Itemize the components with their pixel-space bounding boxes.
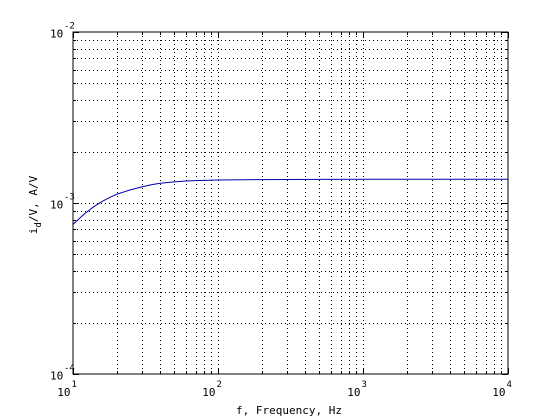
- x-axis-label: f, Frequency, Hz: [236, 404, 342, 417]
- svg-text:10: 10: [202, 386, 215, 399]
- svg-text:3: 3: [362, 380, 367, 390]
- svg-text:-2: -2: [64, 22, 75, 32]
- x-tick-label: 102: [202, 380, 222, 399]
- svg-text:4: 4: [507, 380, 512, 390]
- series-layer: [72, 178, 508, 225]
- svg-text:10: 10: [492, 386, 505, 399]
- y-tick-label: 10-3: [50, 193, 75, 212]
- y-tick-label: 10-2: [50, 22, 75, 41]
- svg-text:10: 10: [50, 28, 63, 41]
- svg-text:-3: -3: [64, 193, 75, 203]
- svg-text:10: 10: [50, 199, 63, 212]
- svg-text:1: 1: [72, 380, 77, 390]
- x-tick-label: 101: [57, 380, 77, 399]
- grid: [73, 32, 508, 374]
- series-line: [72, 178, 508, 225]
- y-axis-label-subscript: d: [34, 222, 44, 227]
- svg-text:10: 10: [347, 386, 360, 399]
- y-tick-label: 10-4: [50, 364, 75, 383]
- y-axis-label-rest: /V, A/V: [27, 175, 40, 222]
- svg-text:2: 2: [217, 380, 222, 390]
- svg-text:-4: -4: [64, 364, 75, 374]
- svg-text:id/V, A/V: id/V, A/V: [27, 175, 44, 234]
- x-tick-label: 103: [347, 380, 367, 399]
- y-axis-label: id/V, A/V: [27, 175, 44, 234]
- svg-text:10: 10: [57, 386, 70, 399]
- y-axis-label-main: i: [27, 228, 40, 235]
- x-tick-label: 104: [492, 380, 512, 399]
- tick-marks: [73, 32, 509, 375]
- svg-text:10: 10: [50, 370, 63, 383]
